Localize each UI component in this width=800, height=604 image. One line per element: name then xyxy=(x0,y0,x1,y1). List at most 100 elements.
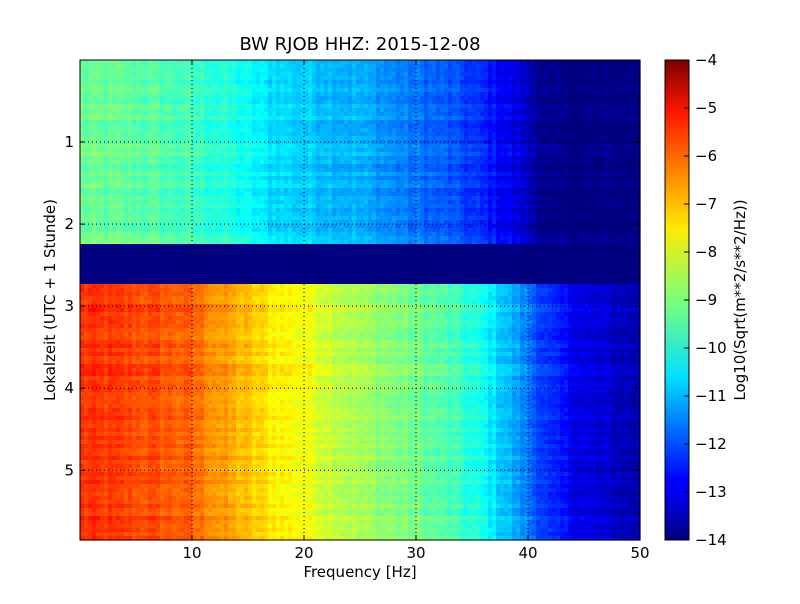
spectrogram-cell xyxy=(284,168,289,173)
spectrogram-cell xyxy=(220,160,225,165)
spectrogram-cell xyxy=(560,148,565,153)
spectrogram-cell xyxy=(244,128,249,133)
spectrogram-cell xyxy=(592,132,597,137)
spectrogram-cell xyxy=(516,196,521,201)
spectrogram-cell xyxy=(468,68,473,73)
spectrogram-cell xyxy=(412,104,417,109)
spectrogram-cell xyxy=(368,68,373,73)
spectrogram-cell xyxy=(448,156,453,161)
spectrogram-cell xyxy=(516,64,521,69)
spectrogram-cell xyxy=(484,128,489,133)
spectrogram-cell xyxy=(212,84,217,89)
spectrogram-cell xyxy=(336,76,341,81)
spectrogram-cell xyxy=(312,140,317,145)
spectrogram-cell xyxy=(152,180,157,185)
spectrogram-cell xyxy=(548,72,553,77)
spectrogram-cell xyxy=(376,128,381,133)
spectrogram-cell xyxy=(416,80,421,85)
spectrogram-cell xyxy=(156,124,161,129)
spectrogram-cell xyxy=(492,64,497,69)
spectrogram-cell xyxy=(372,108,377,113)
spectrogram-cell xyxy=(576,72,581,77)
spectrogram-cell xyxy=(504,124,509,129)
spectrogram-cell xyxy=(340,188,345,193)
spectrogram-cell xyxy=(160,188,165,193)
spectrogram-cell xyxy=(108,196,113,201)
spectrogram-cell xyxy=(464,192,469,197)
spectrogram-cell xyxy=(448,184,453,189)
spectrogram-cell xyxy=(440,64,445,69)
spectrogram-cell xyxy=(312,88,317,93)
spectrogram-cell xyxy=(92,128,97,133)
spectrogram-cell xyxy=(492,184,497,189)
spectrogram-cell xyxy=(584,72,589,77)
spectrogram-cell xyxy=(464,124,469,129)
spectrogram-cell xyxy=(100,192,105,197)
spectrogram-cell xyxy=(216,140,221,145)
spectrogram-cell xyxy=(504,72,509,77)
spectrogram-cell xyxy=(420,116,425,121)
spectrogram-cell xyxy=(204,152,209,157)
spectrogram-cell xyxy=(168,148,173,153)
spectrogram-cell xyxy=(564,100,569,105)
spectrogram-cell xyxy=(412,80,417,85)
spectrogram-cell xyxy=(496,120,501,125)
spectrogram-cell xyxy=(584,168,589,173)
spectrogram-cell xyxy=(320,148,325,153)
spectrogram-cell xyxy=(264,180,269,185)
spectrogram-cell xyxy=(376,108,381,113)
spectrogram-cell xyxy=(168,180,173,185)
spectrogram-cell xyxy=(624,84,629,89)
spectrogram-cell xyxy=(248,112,253,117)
spectrogram-cell xyxy=(552,156,557,161)
spectrogram-cell xyxy=(276,92,281,97)
spectrogram-cell xyxy=(232,108,237,113)
spectrogram-cell xyxy=(520,172,525,177)
spectrogram-cell xyxy=(352,184,357,189)
spectrogram-cell xyxy=(320,84,325,89)
spectrogram-cell xyxy=(100,152,105,157)
spectrogram-cell xyxy=(500,88,505,93)
spectrogram-cell xyxy=(508,68,513,73)
spectrogram-cell xyxy=(376,144,381,149)
spectrogram-cell xyxy=(468,120,473,125)
spectrogram-cell xyxy=(512,172,517,177)
spectrogram-cell xyxy=(300,156,305,161)
spectrogram-cell xyxy=(616,160,621,165)
spectrogram-cell xyxy=(636,132,641,137)
spectrogram-cell xyxy=(128,112,133,117)
spectrogram-cell xyxy=(400,124,405,129)
spectrogram-cell xyxy=(496,116,501,121)
spectrogram-cell xyxy=(472,76,477,81)
spectrogram-cell xyxy=(396,92,401,97)
spectrogram-cell xyxy=(584,96,589,101)
spectrogram-cell xyxy=(244,196,249,201)
spectrogram-cell xyxy=(144,148,149,153)
spectrogram-cell xyxy=(244,164,249,169)
spectrogram-cell xyxy=(376,72,381,77)
spectrogram-cell xyxy=(88,88,93,93)
spectrogram-cell xyxy=(536,96,541,101)
spectrogram-cell xyxy=(588,132,593,137)
spectrogram-cell xyxy=(444,140,449,145)
spectrogram-cell xyxy=(516,152,521,157)
spectrogram-cell xyxy=(436,60,441,65)
spectrogram-cell xyxy=(264,76,269,81)
spectrogram-cell xyxy=(320,128,325,133)
spectrogram-cell xyxy=(544,144,549,149)
spectrogram-cell xyxy=(356,176,361,181)
spectrogram-cell xyxy=(112,92,117,97)
spectrogram-cell xyxy=(84,188,89,193)
spectrogram-cell xyxy=(396,152,401,157)
spectrogram-cell xyxy=(484,80,489,85)
spectrogram-cell xyxy=(632,156,637,161)
spectrogram-cell xyxy=(436,196,441,201)
spectrogram-cell xyxy=(632,76,637,81)
spectrogram-cell xyxy=(96,180,101,185)
spectrogram-cell xyxy=(496,180,501,185)
spectrogram-cell xyxy=(452,88,457,93)
spectrogram-cell xyxy=(376,140,381,145)
spectrogram-cell xyxy=(564,124,569,129)
spectrogram-cell xyxy=(140,120,145,125)
spectrogram-cell xyxy=(284,160,289,165)
